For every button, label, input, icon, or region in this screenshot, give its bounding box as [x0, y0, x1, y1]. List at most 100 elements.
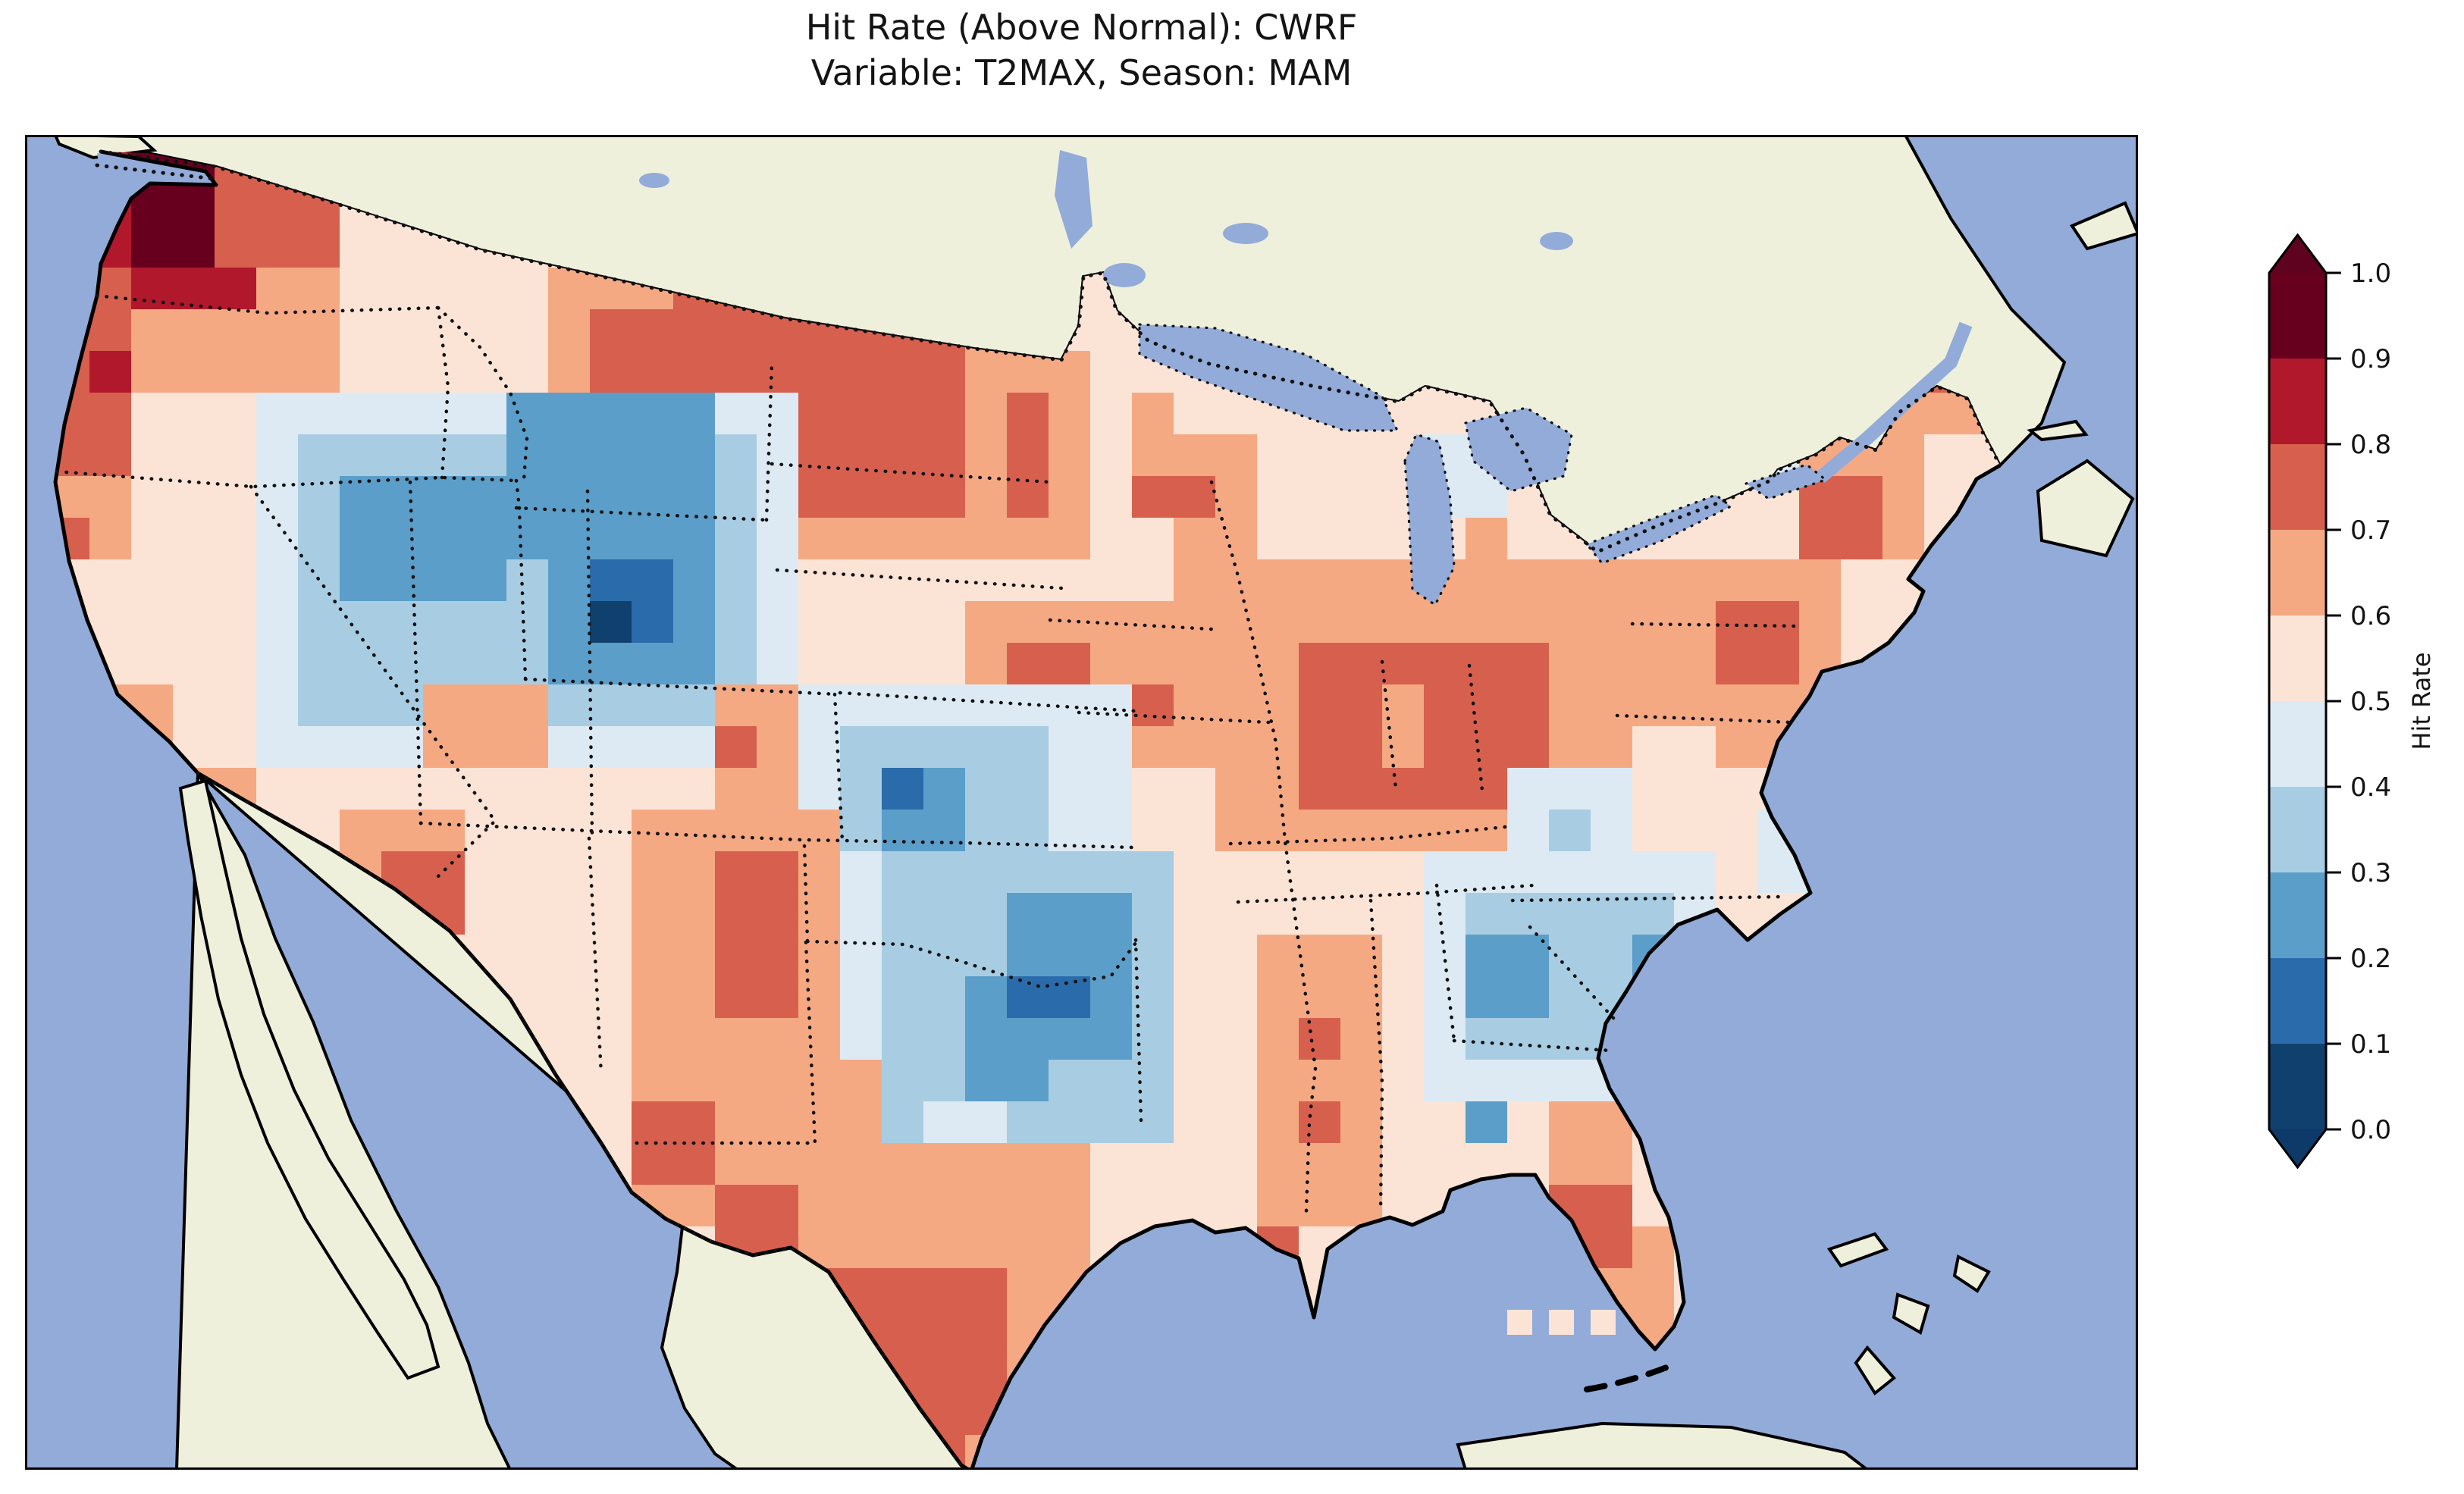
- grid-cell: [465, 309, 506, 351]
- grid-cell: [882, 684, 923, 726]
- us-outline: [53, 149, 2002, 1470]
- grid-cell: [215, 184, 256, 226]
- grid-cell: [882, 559, 923, 601]
- grid-cell: [882, 768, 923, 810]
- grid-cell: [715, 1185, 757, 1226]
- grid-cell: [1382, 976, 1424, 1018]
- grid-cell: [423, 559, 465, 601]
- grid-cell: [1882, 518, 1924, 559]
- grid-cell: [506, 851, 548, 893]
- grid-cell: [1215, 768, 1257, 810]
- grid-cell: [798, 559, 840, 601]
- grid-cell: [1507, 1060, 1549, 1101]
- grid-cell: [215, 643, 256, 684]
- grid-cell: [965, 559, 1007, 601]
- grid-cell: [1257, 810, 1299, 851]
- grid-cell: [1466, 768, 1507, 810]
- grid-cell: [882, 1310, 923, 1351]
- grid-cell: [882, 1143, 923, 1185]
- grid-cell: [715, 1143, 757, 1185]
- grid-cell: [1049, 1143, 1090, 1185]
- grid-cell: [548, 893, 590, 935]
- grid-cell: [1257, 1101, 1299, 1143]
- grid-cell: [548, 1018, 590, 1060]
- grid-cell: [1716, 518, 1757, 559]
- grid-cell: [548, 268, 590, 309]
- grid-cell: [965, 351, 1007, 393]
- grid-cell: [673, 434, 715, 476]
- grid-cell: [1674, 726, 1716, 768]
- grid-cell: [840, 726, 882, 768]
- grid-cell: [1007, 643, 1049, 684]
- grid-cell: [340, 643, 381, 684]
- grid-cell: [1257, 643, 1299, 684]
- grid-cell: [465, 351, 506, 393]
- grid-cell: [465, 726, 506, 768]
- grid-cell: [590, 559, 632, 601]
- grid-cell: [548, 935, 590, 976]
- grid-cell: [298, 309, 340, 351]
- grid-cell: [1132, 643, 1174, 684]
- grid-cell: [1049, 518, 1090, 559]
- canadian-lakes: [639, 150, 1573, 287]
- grid-cell: [882, 351, 923, 393]
- grid-cell: [590, 643, 632, 684]
- grid-cell: [1299, 518, 1340, 559]
- grid-cell: [965, 643, 1007, 684]
- grid-cell: [715, 1060, 757, 1101]
- grid-cell: [1466, 1018, 1507, 1060]
- prince-edward-island: [2027, 419, 2089, 442]
- grid-cell: [673, 601, 715, 643]
- grid-cell: [757, 643, 798, 684]
- grid-cell: [215, 226, 256, 268]
- title-line-2: Variable: T2MAX, Season: MAM: [810, 52, 1353, 93]
- grid-cell: [1340, 559, 1382, 601]
- grid-cell: [1382, 851, 1424, 893]
- grid-cell: [1215, 1185, 1257, 1226]
- grid-cell: [673, 518, 715, 559]
- grid-cell: [1215, 893, 1257, 935]
- grid-cell: [256, 434, 298, 476]
- grid-cell: [757, 393, 798, 434]
- cuba: [1456, 1421, 1870, 1470]
- grid-cell: [1424, 726, 1466, 768]
- grid-cell: [423, 684, 465, 726]
- grid-cell: [1924, 434, 1966, 476]
- grid-cell: [465, 893, 506, 935]
- grid-cell: [798, 893, 840, 935]
- grid-cell: [1215, 643, 1257, 684]
- grid-cell: [423, 810, 465, 851]
- grid-cell: [715, 559, 757, 601]
- grid-cell: [757, 518, 798, 559]
- grid-cell: [1757, 559, 1799, 601]
- grid-cell: [965, 935, 1007, 976]
- grid-cell: [1049, 1185, 1090, 1226]
- grid-cell: [423, 351, 465, 393]
- grid-cell: [965, 1226, 1007, 1268]
- grid-cell: [1632, 851, 1674, 893]
- grid-cell: [1382, 810, 1424, 851]
- grid-cell: [1215, 976, 1257, 1018]
- grid-cell: [1132, 393, 1174, 434]
- grid-cell: [1340, 1143, 1382, 1185]
- grid-cell: [965, 976, 1007, 1018]
- grid-cell: [798, 518, 840, 559]
- grid-cell: [131, 351, 173, 393]
- grid-cell: [1007, 1018, 1049, 1060]
- grid-cell: [465, 434, 506, 476]
- grid-cell: [757, 726, 798, 768]
- grid-cell: [590, 976, 632, 1018]
- grid-cell: [798, 935, 840, 976]
- grid-cell: [673, 893, 715, 935]
- grid-cell: [1299, 726, 1340, 768]
- grid-cell: [506, 434, 548, 476]
- grid-cell: [173, 351, 215, 393]
- grid-cell: [506, 893, 548, 935]
- grid-cell: [1174, 476, 1215, 518]
- grid-cell: [1007, 768, 1049, 810]
- grid-cell: [715, 434, 757, 476]
- colorbar-tick-label: 0.5: [2350, 687, 2391, 717]
- grid-cell: [506, 309, 548, 351]
- grid-cell: [923, 1310, 965, 1351]
- grid-cell: [298, 476, 340, 518]
